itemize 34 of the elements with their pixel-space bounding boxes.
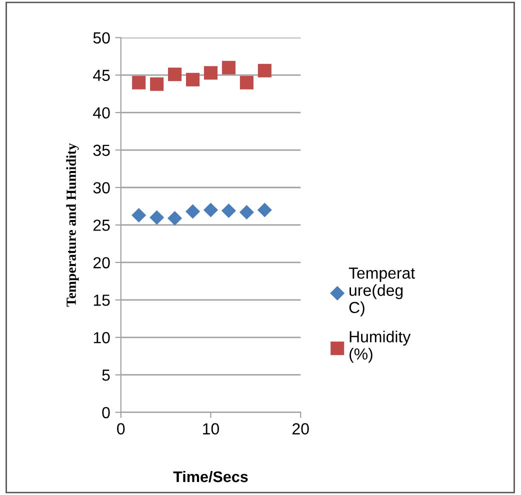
point (186, 72, 200, 86)
point (185, 204, 200, 219)
y-tick-label: 25 (93, 220, 110, 231)
point (168, 210, 182, 226)
point (150, 210, 164, 225)
point (222, 60, 236, 74)
point (221, 203, 236, 218)
y-tick-label: 50 (93, 32, 110, 44)
point (258, 64, 272, 78)
y-tick-label: 10 (94, 332, 110, 344)
y-tick-label: 20 (93, 257, 110, 268)
point (168, 68, 182, 82)
legend-label: Humidity (%) (350, 330, 411, 363)
x-tick-label: 20 (292, 423, 309, 434)
point (257, 202, 272, 218)
point (132, 208, 146, 223)
y-axis-title: Temperature and Humidity (66, 143, 79, 307)
x-tick-label: 10 (203, 423, 220, 434)
point (240, 76, 254, 90)
y-tick-label: 35 (93, 144, 110, 156)
y-tick-label: 45 (93, 70, 110, 82)
y-tick-label: 40 (93, 107, 110, 119)
point (204, 66, 218, 80)
legend-label: Temperature(deg C) (348, 268, 415, 316)
y-tick-label: 0 (102, 406, 110, 418)
y-tick-label: 5 (102, 370, 110, 381)
point (203, 202, 218, 218)
point (239, 204, 254, 220)
x-axis-title: Time/Secs (173, 470, 248, 482)
point (150, 77, 164, 91)
x-tick-label: 0 (117, 423, 125, 434)
point (132, 76, 146, 90)
y-tick-label: 30 (93, 182, 110, 194)
y-tick-label: 15 (94, 294, 110, 306)
